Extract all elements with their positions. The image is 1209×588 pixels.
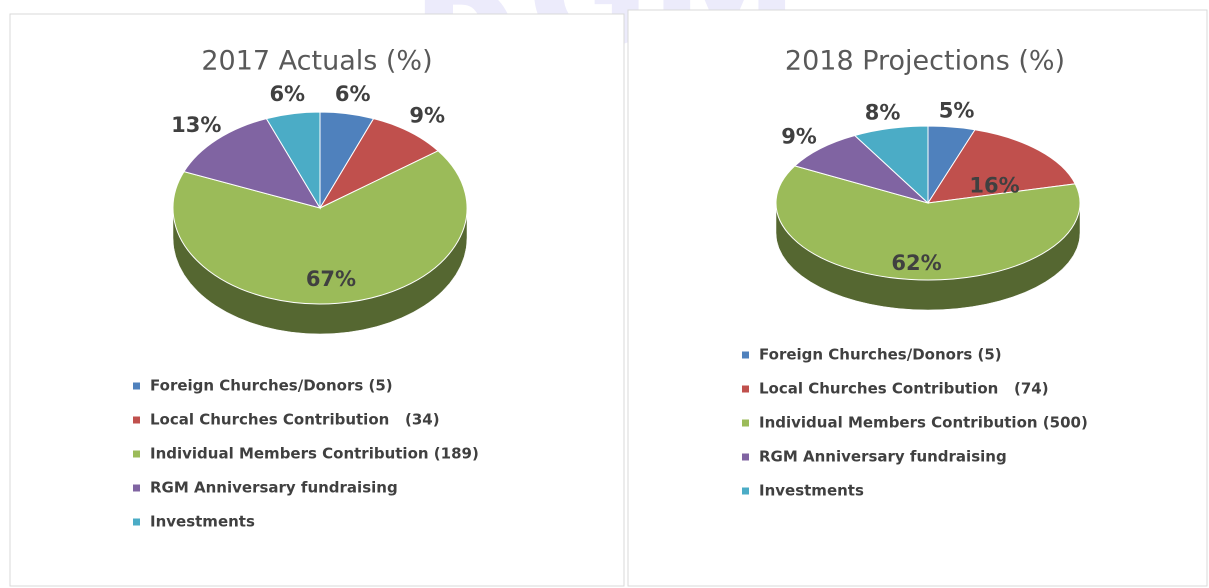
pie-slice bbox=[172, 150, 468, 305]
pie-slice bbox=[775, 165, 1081, 281]
legend-swatch bbox=[742, 351, 749, 359]
legend-label: RGM Anniversary fundraising bbox=[759, 448, 1007, 466]
data-label: 5% bbox=[939, 99, 975, 123]
legend-swatch bbox=[133, 484, 140, 492]
legend-swatch bbox=[133, 450, 140, 458]
pie-slice bbox=[793, 134, 929, 204]
legend-label: Investments bbox=[759, 482, 864, 500]
pie-slice bbox=[183, 118, 322, 209]
legend-label: Local Churches Contribution (74) bbox=[759, 380, 1049, 398]
legend-label: RGM Anniversary fundraising bbox=[150, 479, 398, 497]
legend-swatch bbox=[133, 382, 140, 390]
legend-label: Foreign Churches/Donors (5) bbox=[759, 346, 1002, 364]
legend-label: Individual Members Contribution (189) bbox=[150, 445, 479, 463]
legend-swatch bbox=[742, 487, 749, 495]
legend-swatch bbox=[742, 419, 749, 427]
legend-label: Investments bbox=[150, 513, 255, 531]
pie-slice bbox=[926, 129, 1076, 204]
data-label: 9% bbox=[781, 125, 817, 149]
legend-swatch bbox=[742, 385, 749, 393]
legend-swatch bbox=[742, 453, 749, 461]
data-label: 13% bbox=[171, 113, 221, 137]
legend-label: Local Churches Contribution (34) bbox=[150, 411, 440, 429]
data-label: 8% bbox=[865, 101, 901, 125]
data-label: 62% bbox=[891, 251, 941, 275]
legend-swatch bbox=[133, 416, 140, 424]
data-label: 67% bbox=[306, 267, 356, 291]
data-label: 16% bbox=[969, 173, 1019, 197]
legend-label: Individual Members Contribution (500) bbox=[759, 414, 1088, 432]
pie-slice bbox=[853, 125, 929, 205]
data-label: 6% bbox=[269, 82, 305, 106]
data-label: 6% bbox=[335, 82, 371, 106]
pie-slice bbox=[265, 111, 321, 210]
chart-title: 2018 Projections (%) bbox=[785, 46, 1065, 77]
data-label: 9% bbox=[409, 104, 445, 128]
legend-label: Foreign Churches/Donors (5) bbox=[150, 377, 393, 395]
chart-title: 2017 Actuals (%) bbox=[201, 46, 432, 77]
legend-swatch bbox=[133, 518, 140, 526]
pie-slice bbox=[318, 118, 440, 210]
